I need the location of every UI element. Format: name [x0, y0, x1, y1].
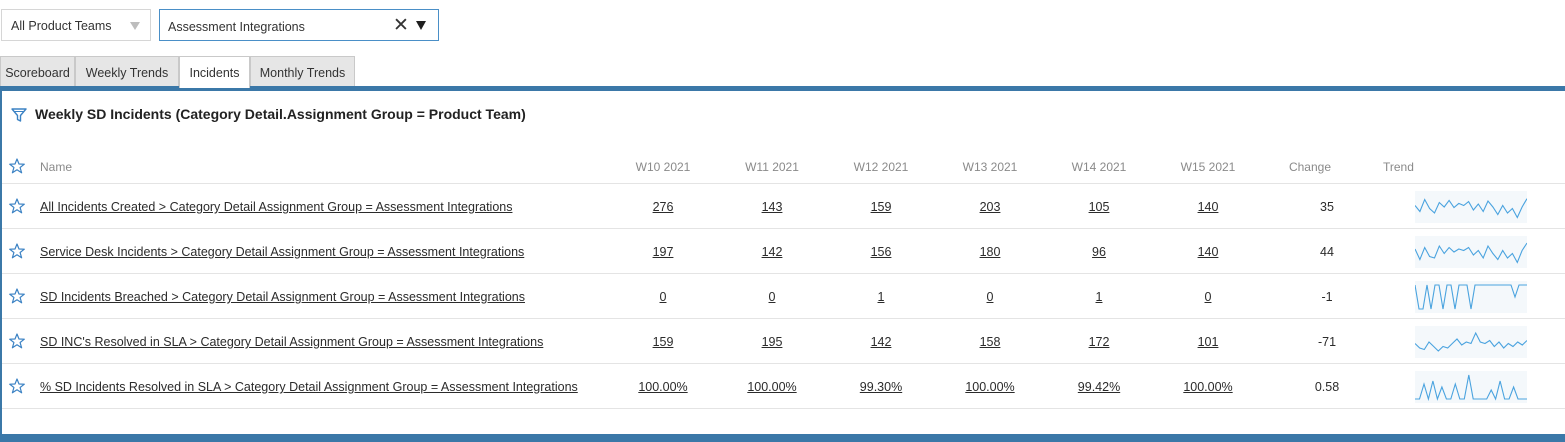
row-value-link[interactable]: 0: [1204, 290, 1212, 304]
row-value-link[interactable]: 100.00%: [1183, 380, 1233, 394]
column-header-week: W11 2021: [745, 160, 799, 174]
star-icon[interactable]: [9, 158, 25, 179]
row-change: 44: [1320, 245, 1334, 259]
row-value-link[interactable]: 180: [979, 245, 1001, 259]
filter-icon[interactable]: [11, 107, 27, 128]
row-change: 35: [1320, 200, 1334, 214]
row-value-link[interactable]: 0: [986, 290, 994, 304]
row-value-link[interactable]: 100.00%: [965, 380, 1015, 394]
row-change: 0.58: [1314, 380, 1340, 394]
row-value-link[interactable]: 100.00%: [747, 380, 797, 394]
row-value-link[interactable]: 99.30%: [859, 380, 903, 394]
divider: [2, 318, 1565, 319]
trend-sparkline: [1415, 326, 1527, 358]
panel-title: Weekly SD Incidents (Category Detail.Ass…: [35, 106, 526, 122]
row-value-link[interactable]: 1: [1095, 290, 1103, 304]
row-value-link[interactable]: 99.42%: [1077, 380, 1121, 394]
column-header-trend: Trend: [1383, 160, 1414, 174]
row-value-link[interactable]: 203: [979, 200, 1001, 214]
row-value-link[interactable]: 195: [761, 335, 783, 349]
divider: [2, 408, 1565, 409]
tab-scoreboard[interactable]: Scoreboard: [0, 56, 75, 87]
tab-incidents[interactable]: Incidents: [179, 56, 250, 88]
table-row: All Incidents Created > Category Detail …: [2, 184, 1565, 229]
column-header-name: Name: [40, 160, 73, 174]
close-icon[interactable]: ✕: [393, 15, 409, 36]
trend-sparkline: [1415, 281, 1527, 313]
column-header-week: W14 2021: [1071, 160, 1127, 174]
column-header-week: W15 2021: [1180, 160, 1236, 174]
row-value-link[interactable]: 142: [870, 335, 892, 349]
row-value-link[interactable]: 0: [768, 290, 776, 304]
column-header-week: W13 2021: [962, 160, 1018, 174]
table-row: % SD Incidents Resolved in SLA > Categor…: [2, 364, 1565, 409]
row-value-link[interactable]: 159: [652, 335, 674, 349]
star-icon[interactable]: [9, 378, 25, 399]
column-header-week: W12 2021: [853, 160, 909, 174]
row-value-link[interactable]: 156: [870, 245, 892, 259]
row-value-link[interactable]: 96: [1092, 245, 1106, 259]
row-name-link[interactable]: All Incidents Created > Category Detail …: [40, 200, 513, 214]
column-header-week: W10 2021: [635, 160, 691, 174]
row-name-link[interactable]: % SD Incidents Resolved in SLA > Categor…: [40, 380, 578, 394]
row-value-link[interactable]: 0: [659, 290, 667, 304]
column-header-change: Change: [1288, 160, 1332, 174]
row-value-link[interactable]: 140: [1197, 200, 1219, 214]
trend-sparkline: [1415, 191, 1527, 223]
row-name-link[interactable]: Service Desk Incidents > Category Detail…: [40, 245, 525, 259]
star-icon[interactable]: [9, 288, 25, 309]
row-value-link[interactable]: 197: [652, 245, 674, 259]
trend-sparkline: [1415, 236, 1527, 268]
row-value-link[interactable]: 105: [1088, 200, 1110, 214]
row-value-link[interactable]: 172: [1088, 335, 1110, 349]
row-change: -71: [1317, 335, 1337, 349]
row-value-link[interactable]: 101: [1197, 335, 1219, 349]
table-row: SD Incidents Breached > Category Detail …: [2, 274, 1565, 319]
incidents-panel: Weekly SD Incidents (Category Detail.Ass…: [0, 86, 1565, 442]
chevron-down-icon[interactable]: [130, 22, 140, 30]
row-value-link[interactable]: 1: [877, 290, 885, 304]
row-value-link[interactable]: 159: [870, 200, 892, 214]
row-name-link[interactable]: SD Incidents Breached > Category Detail …: [40, 290, 525, 304]
row-value-link[interactable]: 142: [761, 245, 783, 259]
row-change: -1: [1321, 290, 1333, 304]
row-name-link[interactable]: SD INC's Resolved in SLA > Category Deta…: [40, 335, 544, 349]
row-value-link[interactable]: 100.00%: [638, 380, 688, 394]
divider: [2, 363, 1565, 364]
product-teams-select[interactable]: All Product Teams: [1, 9, 151, 41]
divider: [2, 273, 1565, 274]
table-row: Service Desk Incidents > Category Detail…: [2, 229, 1565, 274]
table-row: SD INC's Resolved in SLA > Category Deta…: [2, 319, 1565, 364]
tab-weekly-trends[interactable]: Weekly Trends: [75, 56, 179, 87]
row-value-link[interactable]: 158: [979, 335, 1001, 349]
star-icon[interactable]: [9, 333, 25, 354]
divider: [2, 183, 1565, 184]
row-value-link[interactable]: 140: [1197, 245, 1219, 259]
team-select[interactable]: Assessment Integrations ✕: [159, 9, 439, 41]
divider: [2, 228, 1565, 229]
tab-monthly-trends[interactable]: Monthly Trends: [250, 56, 355, 87]
row-value-link[interactable]: 143: [761, 200, 783, 214]
row-value-link[interactable]: 276: [652, 200, 674, 214]
star-icon[interactable]: [9, 198, 25, 219]
team-select-value: Assessment Integrations: [168, 20, 305, 34]
star-icon[interactable]: [9, 243, 25, 264]
trend-sparkline: [1415, 371, 1527, 403]
chevron-down-icon[interactable]: [416, 21, 426, 30]
product-teams-select-value: All Product Teams: [11, 19, 112, 33]
